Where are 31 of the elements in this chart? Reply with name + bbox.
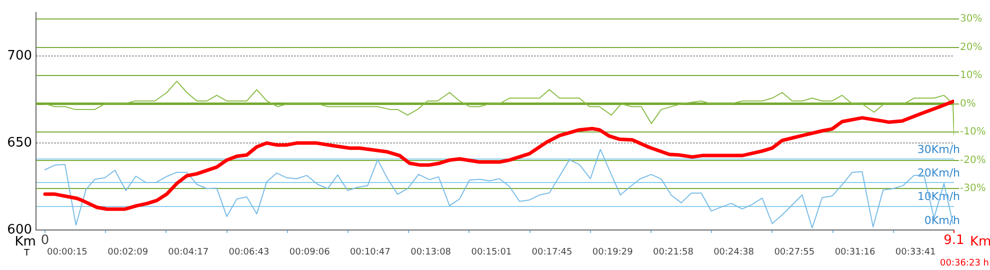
y2-tick-label: 0% (960, 98, 976, 110)
text: 00:00:15 (46, 247, 88, 258)
text: 00:15:01 (471, 247, 512, 258)
y-tick-label: 700 (7, 48, 32, 64)
y2-tick-label: -20% (960, 154, 986, 166)
text: 00:36:23 h (940, 258, 989, 268)
y2-tick-label: 20% (960, 42, 982, 53)
y2-tick-label: -10% (960, 126, 986, 138)
y2-tick-label: 10% (960, 70, 982, 82)
text: 00:13:08 (410, 247, 452, 258)
text: 00:31:16 (834, 247, 876, 258)
text: 00:24:38 (714, 247, 754, 258)
text: 00:02:09 (108, 247, 148, 258)
y-tick-label: 650 (7, 135, 32, 150)
text: 00:19:29 (592, 247, 634, 258)
text: 00:27:55 (774, 247, 815, 258)
text: T (23, 248, 30, 258)
x-tick-label: 0 (40, 233, 50, 248)
text: 00:09:06 (289, 247, 330, 258)
text: 00:17:45 (532, 247, 572, 258)
y2-tick-label: -30% (960, 183, 986, 194)
text: 00:04:17 (168, 247, 209, 258)
text: 00:10:47 (350, 247, 390, 258)
y3-tick-label: 30Km/h (917, 142, 960, 156)
x-tick-label: 9.1 (944, 233, 964, 248)
y3-tick-label: 20Km/h (917, 166, 960, 180)
text: Km (970, 234, 990, 250)
text: 00:06:43 (228, 247, 270, 258)
y2-tick-label: 30% (960, 14, 982, 25)
text: 00:33:41 (895, 247, 936, 258)
text: 00:21:58 (653, 247, 694, 258)
